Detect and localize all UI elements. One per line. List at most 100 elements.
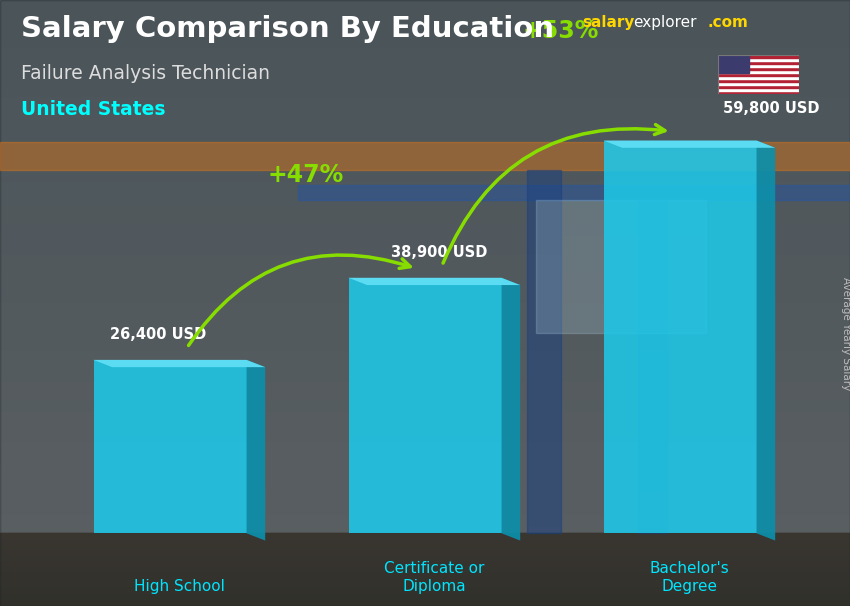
- Bar: [0, 549, 850, 550]
- Bar: [0, 103, 850, 109]
- Bar: [0, 576, 850, 577]
- Bar: [0, 303, 850, 309]
- Bar: [0, 538, 850, 539]
- Bar: [536, 200, 706, 333]
- Bar: [718, 73, 799, 76]
- Bar: [0, 540, 850, 541]
- Bar: [0, 527, 850, 533]
- Text: Salary Comparison By Education: Salary Comparison By Education: [21, 15, 554, 43]
- Bar: [0, 533, 850, 539]
- Bar: [0, 333, 850, 339]
- Text: salary: salary: [582, 15, 635, 30]
- Bar: [0, 139, 850, 145]
- Bar: [0, 315, 850, 321]
- Bar: [0, 572, 850, 573]
- Bar: [0, 448, 850, 454]
- Bar: [298, 185, 850, 200]
- Bar: [0, 600, 850, 601]
- Bar: [0, 176, 850, 182]
- Bar: [0, 424, 850, 430]
- Bar: [0, 565, 850, 566]
- Text: .com: .com: [707, 15, 748, 30]
- Bar: [0, 515, 850, 521]
- Bar: [0, 545, 850, 551]
- Bar: [0, 534, 850, 536]
- Polygon shape: [94, 360, 265, 367]
- Bar: [718, 82, 799, 85]
- Polygon shape: [348, 278, 520, 285]
- Bar: [0, 587, 850, 588]
- Bar: [0, 309, 850, 315]
- Bar: [0, 568, 850, 569]
- Bar: [0, 547, 850, 548]
- Bar: [0, 6, 850, 12]
- Bar: [0, 542, 850, 543]
- Bar: [0, 145, 850, 152]
- Bar: [0, 24, 850, 30]
- Bar: [0, 544, 850, 545]
- Bar: [0, 224, 850, 230]
- Bar: [0, 582, 850, 588]
- Bar: [638, 200, 667, 533]
- Bar: [0, 583, 850, 584]
- Bar: [0, 563, 850, 564]
- Bar: [0, 436, 850, 442]
- Bar: [0, 236, 850, 242]
- Text: Average Yearly Salary: Average Yearly Salary: [841, 277, 850, 390]
- Bar: [0, 48, 850, 55]
- Polygon shape: [756, 141, 775, 541]
- Bar: [718, 70, 799, 73]
- Bar: [0, 604, 850, 605]
- Bar: [0, 543, 850, 544]
- Bar: [0, 589, 850, 590]
- Text: explorer: explorer: [633, 15, 697, 30]
- Bar: [0, 291, 850, 297]
- Bar: [718, 79, 799, 82]
- Bar: [0, 261, 850, 267]
- Bar: [0, 570, 850, 576]
- Text: Failure Analysis Technician: Failure Analysis Technician: [21, 64, 270, 82]
- Bar: [0, 559, 850, 560]
- Bar: [0, 595, 850, 596]
- Text: +53%: +53%: [523, 19, 599, 44]
- Bar: [0, 97, 850, 103]
- Bar: [718, 55, 799, 58]
- Bar: [0, 598, 850, 599]
- Text: United States: United States: [21, 100, 166, 119]
- Bar: [718, 55, 749, 73]
- Bar: [0, 503, 850, 509]
- Text: High School: High School: [134, 579, 224, 594]
- Bar: [0, 588, 850, 594]
- Bar: [0, 400, 850, 406]
- Bar: [0, 327, 850, 333]
- Bar: [0, 212, 850, 218]
- Bar: [0, 585, 850, 587]
- Text: Bachelor's
Degree: Bachelor's Degree: [649, 562, 729, 594]
- Bar: [0, 158, 850, 164]
- Bar: [0, 600, 850, 606]
- Polygon shape: [604, 141, 775, 148]
- Bar: [0, 560, 850, 561]
- Bar: [0, 339, 850, 345]
- Bar: [0, 364, 850, 370]
- Bar: [0, 430, 850, 436]
- Bar: [0, 388, 850, 394]
- Bar: [0, 461, 850, 467]
- Bar: [0, 603, 850, 604]
- Bar: [718, 67, 799, 70]
- Bar: [0, 593, 850, 594]
- Text: 59,800 USD: 59,800 USD: [722, 101, 819, 116]
- Bar: [0, 36, 850, 42]
- Bar: [0, 497, 850, 503]
- Bar: [0, 558, 850, 559]
- Bar: [0, 521, 850, 527]
- Polygon shape: [348, 278, 502, 533]
- Bar: [0, 554, 850, 555]
- Bar: [0, 142, 850, 170]
- Bar: [0, 255, 850, 261]
- Bar: [718, 91, 799, 94]
- Bar: [0, 561, 850, 562]
- Bar: [0, 267, 850, 273]
- Bar: [718, 64, 799, 67]
- Bar: [0, 602, 850, 603]
